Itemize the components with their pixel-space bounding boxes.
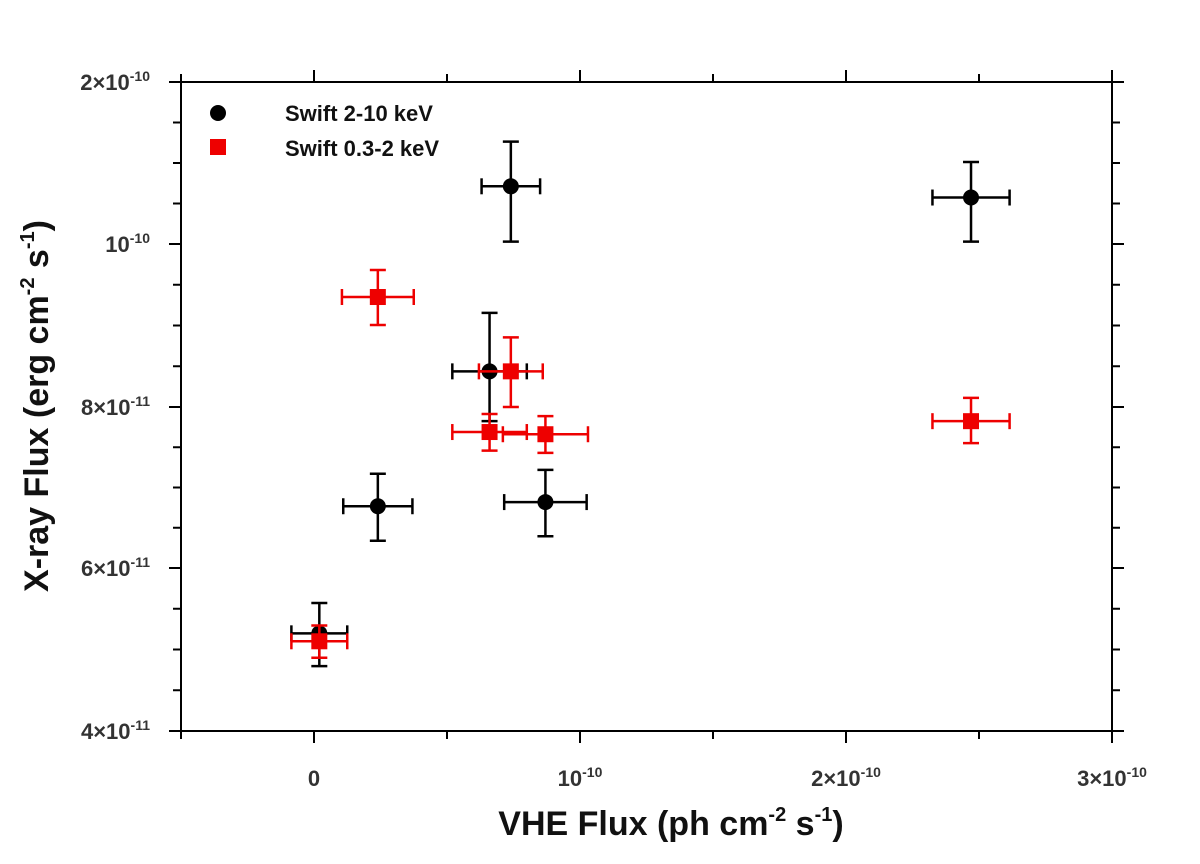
data-point (340, 268, 415, 327)
plot-frame (180, 81, 1113, 732)
marker-square (502, 363, 519, 380)
data-point (342, 472, 414, 542)
x-tick-label: 0 (308, 766, 320, 791)
y-tick-label: 2×10-10 (80, 68, 150, 95)
data-point (502, 468, 588, 538)
y-tick-label: 10-10 (105, 230, 150, 257)
data-series (290, 140, 1011, 668)
y-tick-label: 6×10-11 (81, 554, 150, 581)
y-tick-label: 4×10-11 (81, 717, 150, 744)
marker-circle (537, 494, 554, 511)
data-point (931, 160, 1011, 243)
x-tick-label: 3×10-10 (1077, 764, 1147, 791)
x-axis-title: VHE Flux (ph cm-2 s-1) (498, 804, 843, 843)
legend-label-swift-0.3-2: Swift 0.3-2 keV (285, 136, 439, 161)
y-tick-label: 8×10-11 (81, 393, 150, 420)
legend-marker-swift-0.3-2 (210, 139, 226, 155)
y-axis-title: X-ray Flux (erg cm-2 s-1) (17, 220, 56, 592)
legend-label-swift-2-10: Swift 2-10 keV (285, 101, 433, 126)
marker-square (963, 413, 980, 430)
x-axis-ticks: 0 10-10 2×10-10 3×10-10 (308, 70, 1147, 791)
data-point (451, 412, 529, 452)
legend-marker-swift-2-10 (210, 105, 226, 121)
marker-square (481, 424, 498, 441)
marker-square (537, 426, 554, 443)
data-point (290, 624, 349, 659)
minor-ticks (173, 74, 1120, 739)
x-tick-label: 10-10 (558, 764, 603, 791)
data-point (931, 396, 1011, 445)
legend: Swift 2-10 keV Swift 0.3-2 keV (210, 101, 439, 161)
x-tick-label: 2×10-10 (811, 764, 881, 791)
data-point (477, 336, 545, 409)
data-point (501, 414, 590, 455)
marker-circle (502, 178, 519, 195)
marker-square (311, 633, 328, 650)
data-point (480, 140, 542, 243)
marker-circle (369, 498, 386, 515)
marker-square (369, 289, 386, 306)
series-swift-0.3-2-kev (290, 268, 1011, 659)
y-axis-ticks: 4×10-11 6×10-11 8×10-11 10-10 2×10-10 (80, 68, 1124, 744)
marker-circle (963, 189, 980, 206)
series-swift-2-10-kev (290, 140, 1011, 668)
